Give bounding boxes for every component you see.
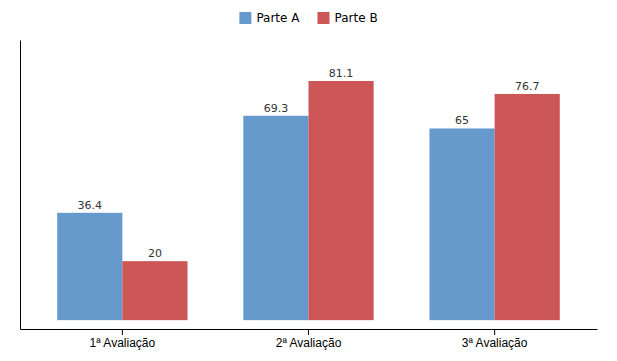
y-axis xyxy=(20,41,21,330)
bar xyxy=(122,261,187,320)
chart: 1ª Avaliação 2ª Avaliação 3ª Avaliação 36.4… xyxy=(0,0,617,361)
legend: Parte A Parte B xyxy=(239,11,377,25)
x-tick-label: 1ª Avaliação xyxy=(90,336,156,350)
legend-swatch xyxy=(317,12,329,24)
data-label: 81.1 xyxy=(329,67,354,80)
legend-swatch xyxy=(239,12,251,24)
bar xyxy=(243,116,308,320)
bar xyxy=(429,128,494,320)
bar xyxy=(495,94,560,320)
x-tick: 2ª Avaliação xyxy=(276,329,342,350)
legend-item: Parte B xyxy=(317,11,377,25)
bars xyxy=(57,81,560,320)
legend-label: Parte A xyxy=(256,11,300,25)
x-tick-mark xyxy=(122,329,123,335)
data-label: 69.3 xyxy=(264,102,289,115)
legend-item: Parte A xyxy=(239,11,300,25)
data-labels: 36.4 69.3 65 20 81.1 76.7 xyxy=(78,67,540,260)
x-tick-mark xyxy=(308,329,309,335)
x-tick-label: 3ª Avaliação xyxy=(462,336,528,350)
plot-area: 1ª Avaliação 2ª Avaliação 3ª Avaliação 36.4… xyxy=(21,41,598,350)
y-axis-line xyxy=(20,41,21,330)
bar xyxy=(309,81,374,320)
data-label: 65 xyxy=(455,114,469,127)
data-label: 36.4 xyxy=(78,199,103,212)
x-tick-label: 2ª Avaliação xyxy=(276,336,342,350)
legend-label: Parte B xyxy=(334,11,377,25)
bar xyxy=(57,213,122,320)
x-tick: 3ª Avaliação xyxy=(462,329,528,350)
data-label: 76.7 xyxy=(515,80,540,93)
x-tick-mark xyxy=(494,329,495,335)
x-tick: 1ª Avaliação xyxy=(90,329,156,350)
data-label: 20 xyxy=(148,247,162,260)
x-axis: 1ª Avaliação 2ª Avaliação 3ª Avaliação xyxy=(21,329,598,350)
